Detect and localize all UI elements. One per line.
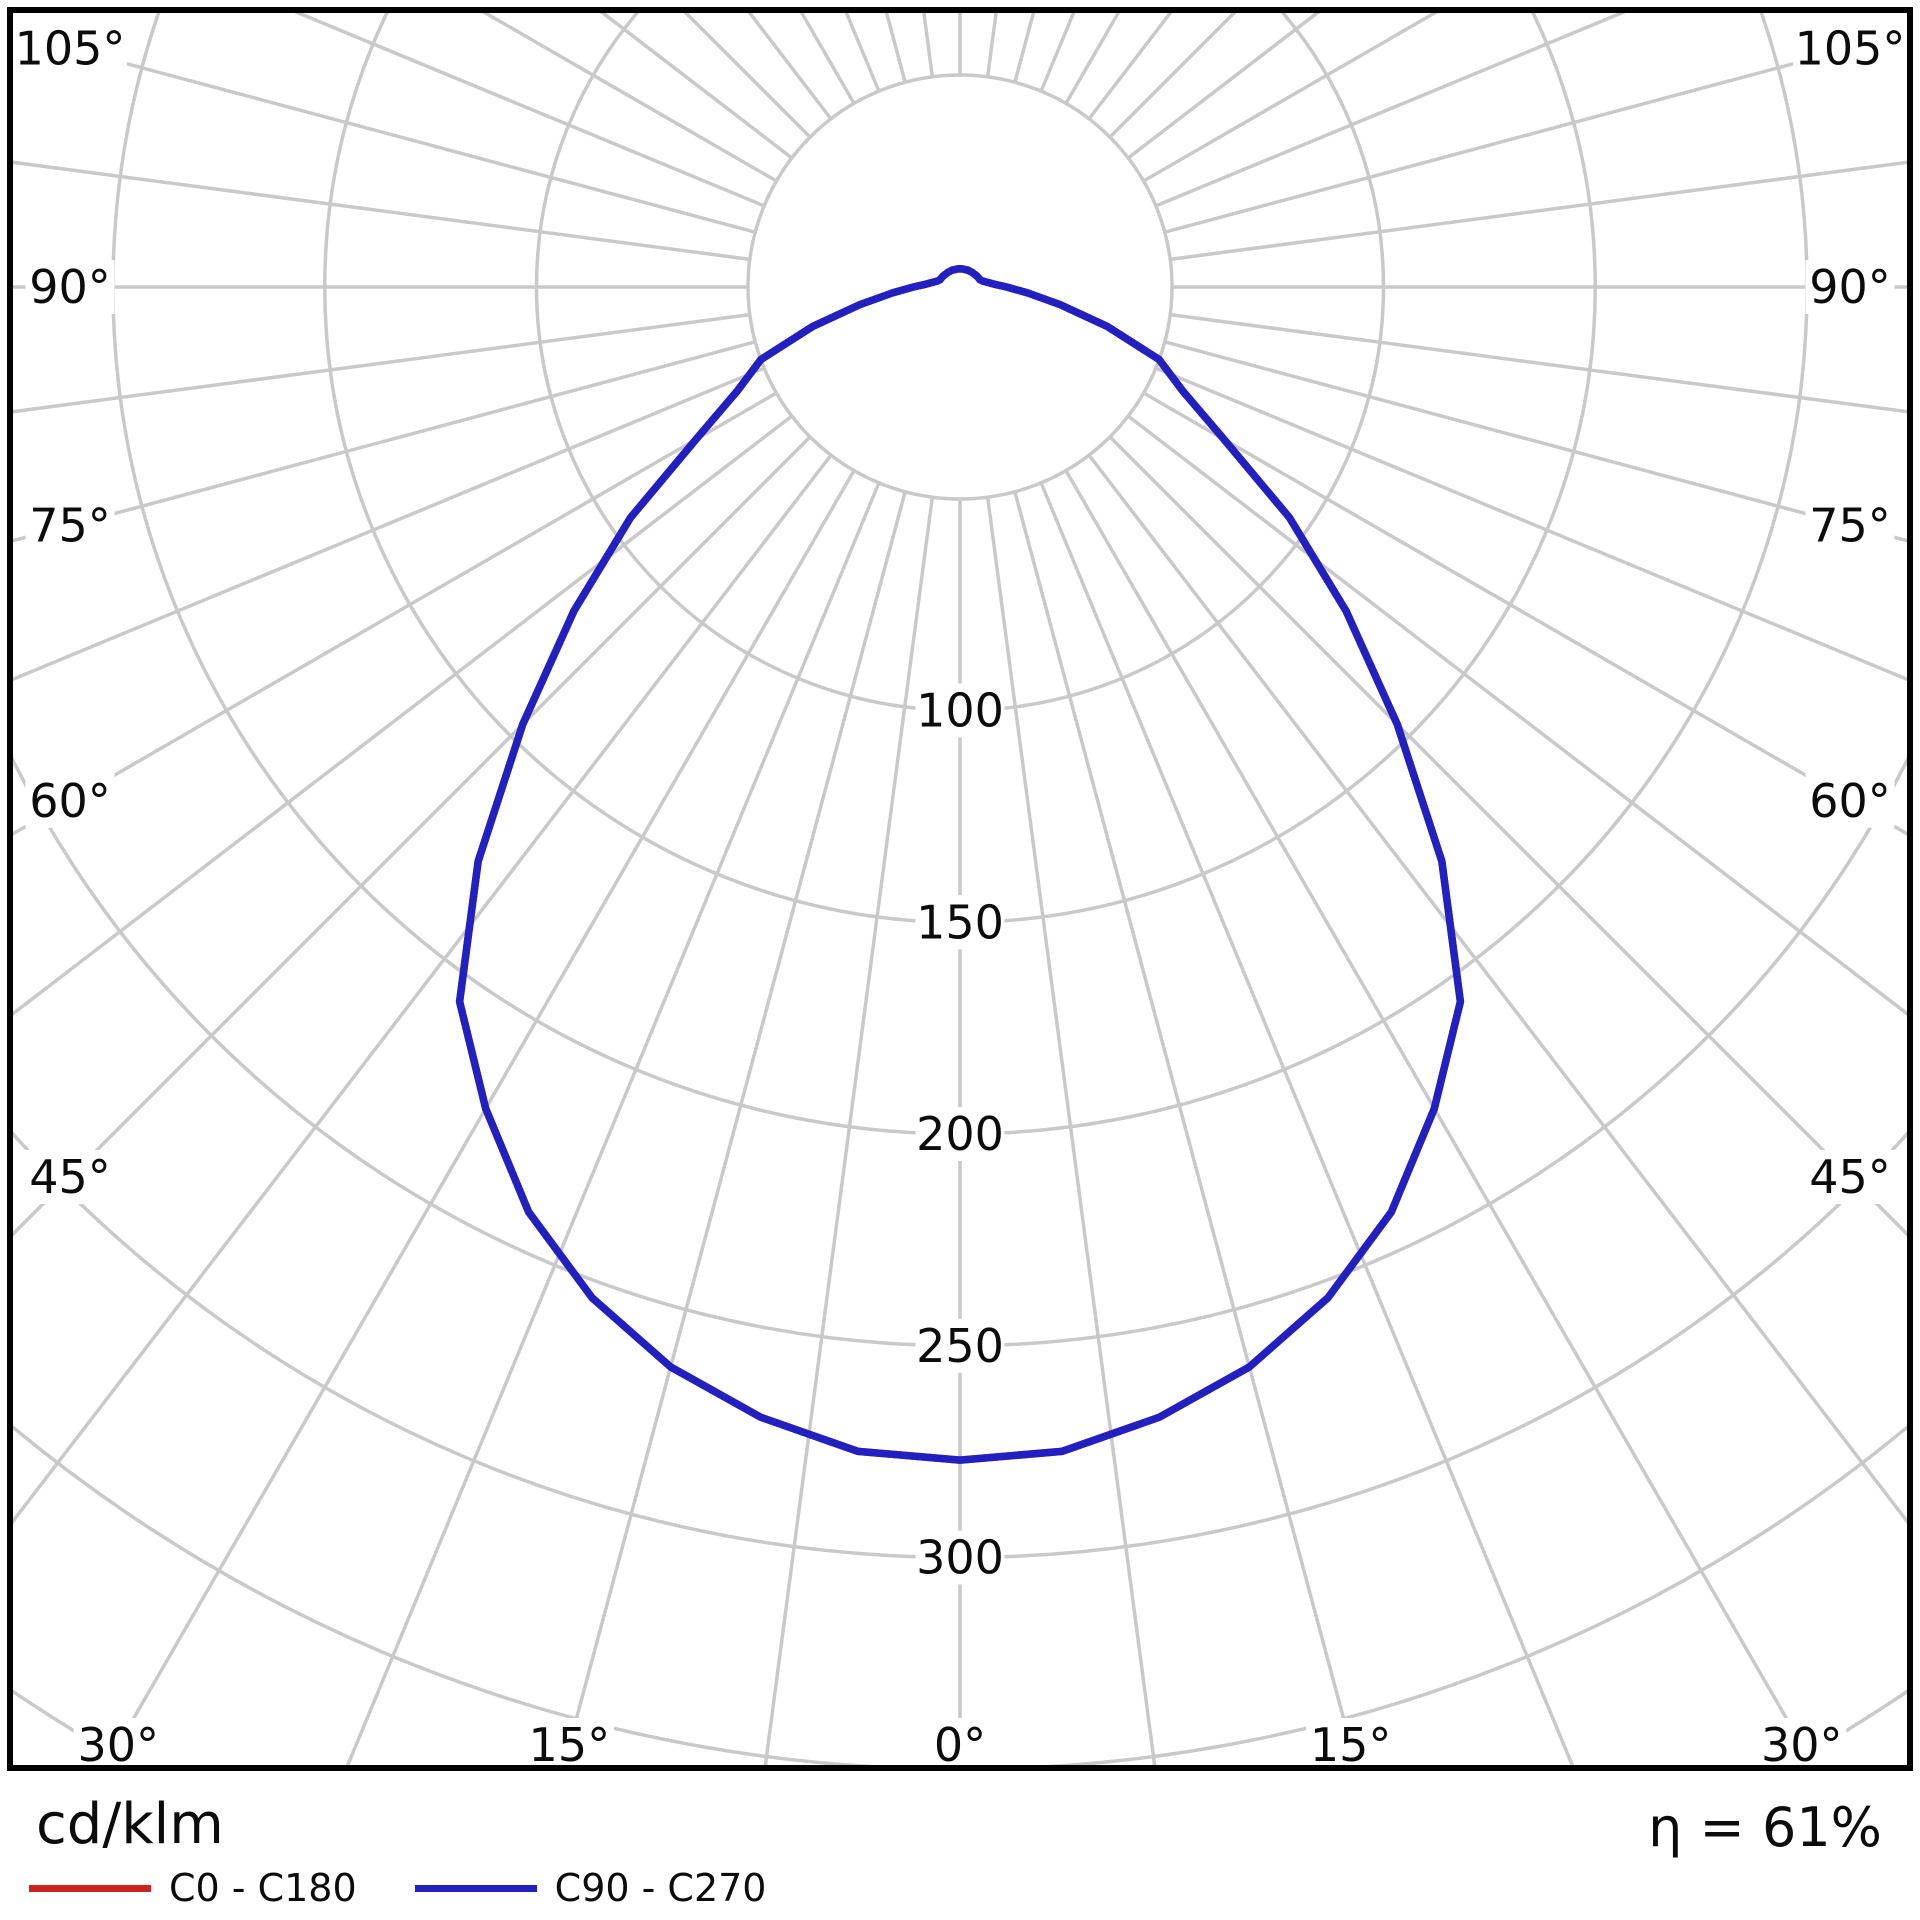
svg-text:15°: 15° [1310,1718,1392,1772]
hub-circle [746,73,1174,501]
svg-text:15°: 15° [529,1718,611,1772]
ray [13,31,756,234]
angle-label-right-90: 90° [1805,260,1895,314]
ray [1164,340,1907,543]
svg-text:30°: 30° [77,1718,159,1772]
svg-text:75°: 75° [29,498,111,552]
ray [1039,482,1575,1765]
svg-text:150: 150 [916,895,1004,949]
svg-text:45°: 45° [29,1150,111,1204]
legend-swatch-C90-C270 [414,1884,537,1892]
angle-label-left-45: 45° [25,1150,115,1204]
ray [1064,469,1816,1765]
legend: C0 - C180 C90 - C270 [29,1866,824,1910]
ray [293,13,765,208]
curve-C90-C270 [455,265,1465,1464]
ray [13,414,793,1016]
angle-label-right-30: 30° [1757,1718,1847,1772]
svg-text:60°: 60° [29,774,111,828]
svg-text:75°: 75° [1809,498,1891,552]
ray [1155,13,1627,208]
legend-label-C90-C270: C90 - C270 [554,1866,767,1910]
angle-label-right-45: 45° [1805,1150,1895,1204]
svg-text:0°: 0° [934,1718,986,1772]
ray [763,496,935,1765]
ray [1155,366,1907,682]
svg-text:60°: 60° [1809,774,1891,828]
angle-label-right-60: 60° [1805,773,1895,828]
svg-text:90°: 90° [29,260,111,314]
svg-text:90°: 90° [1809,260,1891,314]
ray [844,13,881,92]
angle-label-left-0: 0° [928,1718,992,1772]
angle-label-left-75: 75° [25,498,115,553]
ray [104,469,856,1765]
efficiency-label: η = 61% [1648,1796,1882,1859]
svg-text:300: 300 [916,1531,1004,1585]
ray [13,391,778,836]
legend-swatch-C0-C180 [29,1884,151,1892]
svg-text:105°: 105° [1795,22,1906,76]
svg-text:30°: 30° [1761,1718,1843,1772]
legend-item-C90-C270: C90 - C270 [414,1866,767,1910]
svg-text:200: 200 [916,1107,1004,1161]
angle-label-left-15: 15° [524,1718,614,1772]
ray [1108,435,1907,1237]
radius-label-200: 200 [915,1107,1005,1161]
ray [13,366,765,682]
ray [1013,491,1358,1765]
radius-label-150: 150 [915,895,1005,950]
svg-text:250: 250 [916,1319,1004,1373]
svg-text:105°: 105° [15,22,126,76]
ray [13,340,756,543]
radius-label-100: 100 [915,683,1005,738]
ray [1127,414,1907,1016]
radius-label-250: 250 [915,1318,1005,1373]
ray [1142,391,1907,836]
legend-label-C0-C180: C0 - C180 [169,1866,357,1910]
plot-frame [7,7,1913,1771]
angle-label-right-15: 15° [1306,1718,1396,1772]
angle-label-right-105: 105° [1793,21,1907,76]
ray [562,491,907,1765]
svg-text:45°: 45° [1809,1150,1891,1204]
ray [1039,13,1076,92]
angle-label-right-75: 75° [1805,498,1895,553]
ray [13,435,812,1237]
angle-label-left-105: 105° [13,21,127,76]
angle-label-left-30: 30° [73,1718,163,1772]
angle-label-left-60: 60° [25,773,115,828]
angle-label-left-90: 90° [25,260,115,314]
svg-text:100: 100 [916,684,1004,738]
ray [1169,160,1907,262]
ray [13,312,751,414]
ray [345,482,881,1765]
ray [13,160,751,262]
legend-item-C0-C180: C0 - C180 [29,1866,357,1910]
ray [1169,312,1907,414]
ray [1164,31,1907,234]
ray [985,496,1157,1765]
radius-label-300: 300 [915,1530,1005,1585]
unit-label: cd/klm [36,1792,224,1857]
ray [1087,454,1907,1525]
ray [13,454,833,1525]
